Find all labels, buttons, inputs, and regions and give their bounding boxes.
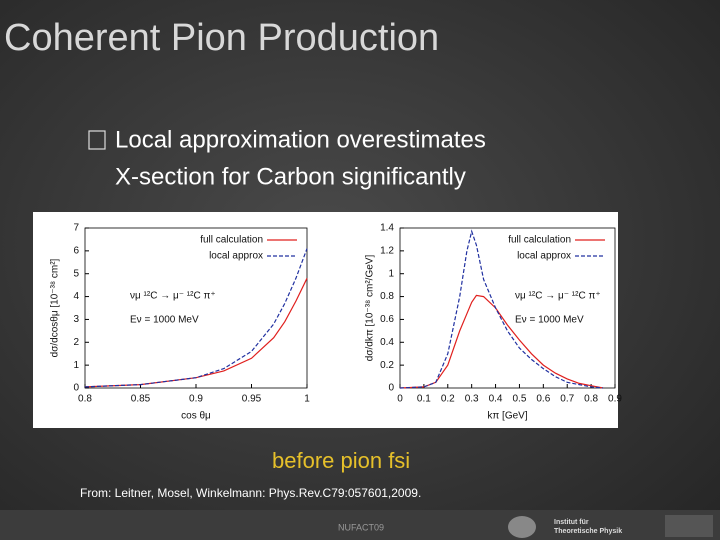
x-tick-label: 0.5: [512, 394, 526, 405]
annotation: Eν = 1000 MeV: [130, 315, 199, 326]
legend-label: local approx: [517, 251, 571, 262]
plot: 0 1 2 3 4 5 6 7 0.8 0.85 0.9 0.95 1 cos θμ dσ/dcosθμ […: [50, 223, 311, 422]
y-tick-label: 2: [73, 337, 79, 348]
legend-label: local approx: [209, 251, 263, 262]
x-tick-label: 0.3: [465, 394, 479, 405]
x-tick-label: 0.85: [131, 394, 151, 405]
y-axis-label: dσ/dkπ [10⁻³⁸ cm²/GeV]: [365, 255, 376, 362]
y-tick-label: 7: [73, 223, 79, 234]
annotation: Eν = 1000 MeV: [515, 315, 584, 326]
y-tick-label: 1: [388, 268, 394, 279]
x-tick-label: 0.7: [560, 394, 574, 405]
bullet-line: X-section for Carbon significantly: [115, 163, 466, 190]
plot-frame: [399, 227, 616, 389]
bullet-line: Local approximation overestimates: [115, 126, 486, 153]
figure-background: [33, 212, 618, 428]
y-tick-label: 0.6: [380, 314, 394, 325]
y-tick-label: 6: [73, 245, 79, 256]
citation: From: Leitner, Mosel, Winkelmann: Phys.R…: [80, 486, 421, 500]
x-tick-label: 0.9: [608, 394, 622, 405]
x-axis-label: cos θμ: [181, 411, 211, 422]
x-tick-label: 0.4: [489, 394, 503, 405]
x-tick-label: 0.95: [242, 394, 262, 405]
y-tick-label: 5: [73, 268, 79, 279]
legend-label: full calculation: [508, 235, 571, 246]
x-tick-label: 0.9: [189, 394, 203, 405]
y-tick-label: 0.4: [380, 337, 394, 348]
y-tick-label: 1.2: [380, 245, 394, 256]
y-tick-label: 1: [73, 360, 79, 371]
y-tick-label: 0: [388, 383, 394, 394]
x-tick-label: 0.2: [441, 394, 455, 405]
y-tick-label: 0.8: [380, 291, 394, 302]
logo-emblem: [508, 516, 536, 538]
y-tick-label: 0: [73, 383, 79, 394]
annotation: νμ ¹²C → μ⁻ ¹²C π⁺: [130, 291, 216, 302]
x-axis-label: kπ [GeV]: [487, 411, 527, 422]
footer-text: NUFACT09: [338, 522, 384, 532]
series-line: [84, 248, 308, 388]
logo-right: [665, 515, 713, 537]
y-tick-label: 1.4: [380, 223, 394, 234]
x-tick-label: 0.6: [536, 394, 550, 405]
y-tick-label: 4: [73, 291, 79, 302]
logo-text: Institut für: [554, 519, 589, 526]
x-tick-label: 0.8: [78, 394, 92, 405]
y-axis-label: dσ/dcosθμ [10⁻³⁸ cm²]: [50, 258, 61, 357]
x-tick-label: 0.8: [584, 394, 598, 405]
y-tick-label: 0.2: [380, 360, 394, 371]
y-tick-label: 3: [73, 314, 79, 325]
caption: before pion fsi: [272, 448, 410, 473]
footer-bar: [0, 510, 720, 540]
plot: 0 0.2 0.4 0.6 0.8 1 1.2 1.4 0 0.1 0.2 0.3 0.4 0.5 0.6 0…: [365, 223, 623, 422]
logo-text: Theoretische Physik: [554, 528, 622, 535]
annotation: νμ ¹²C → μ⁻ ¹²C π⁺: [515, 291, 601, 302]
x-tick-label: 0.1: [417, 394, 431, 405]
x-tick-label: 1: [304, 394, 310, 405]
legend-label: full calculation: [200, 235, 263, 246]
slide-title: Coherent Pion Production: [4, 17, 439, 59]
x-tick-label: 0: [397, 394, 403, 405]
series-line: [399, 229, 604, 389]
bullet-glyph: [88, 130, 106, 150]
